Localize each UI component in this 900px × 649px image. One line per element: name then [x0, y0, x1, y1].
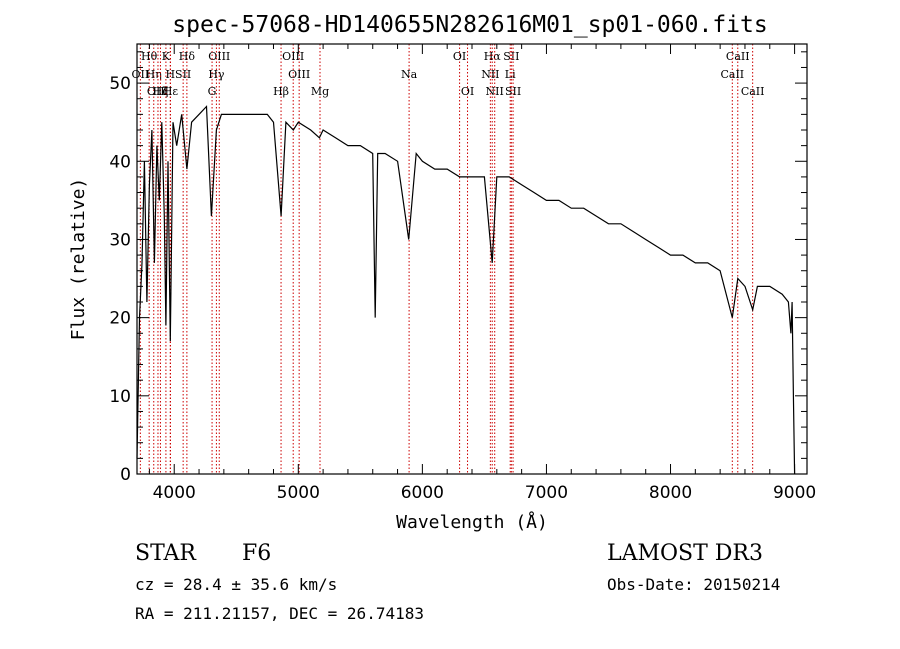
spectral-line-label-4: Hζ — [153, 85, 169, 98]
object-class: STAR — [135, 541, 197, 566]
spectral-line-label-2: Hη — [146, 68, 162, 81]
y-tick-label-2: 20 — [109, 309, 131, 329]
spectral-line-label-15: OIII — [288, 68, 310, 81]
spectral-line-label-14: OIII — [282, 50, 304, 63]
spectral-line-label-18: OI — [453, 50, 466, 63]
spectral-line-label-23: SII — [503, 50, 519, 63]
spectral-line-label-27: CaII — [720, 68, 744, 81]
y-tick-label-4: 40 — [109, 152, 131, 172]
x-tick-label-0: 4000 — [153, 483, 196, 503]
y-axis-label: Flux (relative) — [68, 178, 89, 341]
spectral-line-label-28: CaII — [741, 85, 765, 98]
x-tick-label-5: 9000 — [773, 483, 816, 503]
spectral-line-label-8: SII — [175, 68, 191, 81]
object-subclass: F6 — [242, 541, 271, 566]
x-tick-label-3: 7000 — [525, 483, 568, 503]
spectral-line-label-5: K — [162, 50, 171, 63]
y-tick-label-1: 10 — [109, 387, 131, 407]
x-axis: 4000 5000 6000 7000 8000 9000 — [148, 44, 816, 503]
spectral-line-label-25: SII — [505, 85, 521, 98]
observation-date: Obs-Date: 20150214 — [607, 575, 780, 594]
y-axis: 0 10 20 30 40 50 — [109, 51, 807, 485]
spectral-line-label-6: H — [165, 68, 175, 81]
spectral-line-label-16: Mg — [311, 85, 329, 98]
spectral-line-label-13: Hβ — [273, 85, 289, 98]
spectral-line-label-0: OII — [131, 68, 149, 81]
y-tick-label-3: 30 — [109, 230, 131, 250]
spectral-line-label-9: Hε — [163, 85, 179, 98]
spectral-line-label-7: Hδ — [179, 50, 196, 63]
chart-title: spec-57068-HD140655N282616M01_sp01-060.f… — [172, 12, 767, 38]
spectral-line-label-19: OI — [461, 85, 474, 98]
x-tick-label-4: 8000 — [649, 483, 692, 503]
x-tick-label-1: 5000 — [277, 483, 320, 503]
spectral-line-label-26: CaII — [726, 50, 750, 63]
y-tick-label-5: 50 — [109, 74, 131, 94]
redshift-cz: cz = 28.4 ± 35.6 km/s — [135, 575, 337, 594]
plot-frame — [136, 43, 808, 475]
spectral-line-label-12: G — [208, 85, 217, 98]
survey-name: LAMOST DR3 — [607, 541, 763, 566]
x-axis-label: Wavelength (Å) — [396, 511, 548, 533]
spectral-line-label-20: Hα — [484, 50, 502, 63]
spectral-line-label-21: NII — [481, 68, 499, 81]
x-tick-label-2: 6000 — [401, 483, 444, 503]
y-tick-label-0: 0 — [120, 465, 131, 485]
spectral-line-label-10: OIII — [208, 50, 230, 63]
spectral-line-label-22: NII — [486, 85, 504, 98]
spectral-line-label-11: Hγ — [208, 68, 225, 81]
spectral-line-label-17: Na — [401, 68, 418, 81]
coordinates: RA = 211.21157, DEC = 26.74183 — [135, 604, 424, 623]
flux-series-line — [136, 105, 796, 475]
spectral-line-label-24: Li — [505, 68, 516, 81]
spectral-line-label-3: OIII — [147, 85, 169, 98]
spectral-line-label-1: Hθ — [141, 50, 158, 63]
